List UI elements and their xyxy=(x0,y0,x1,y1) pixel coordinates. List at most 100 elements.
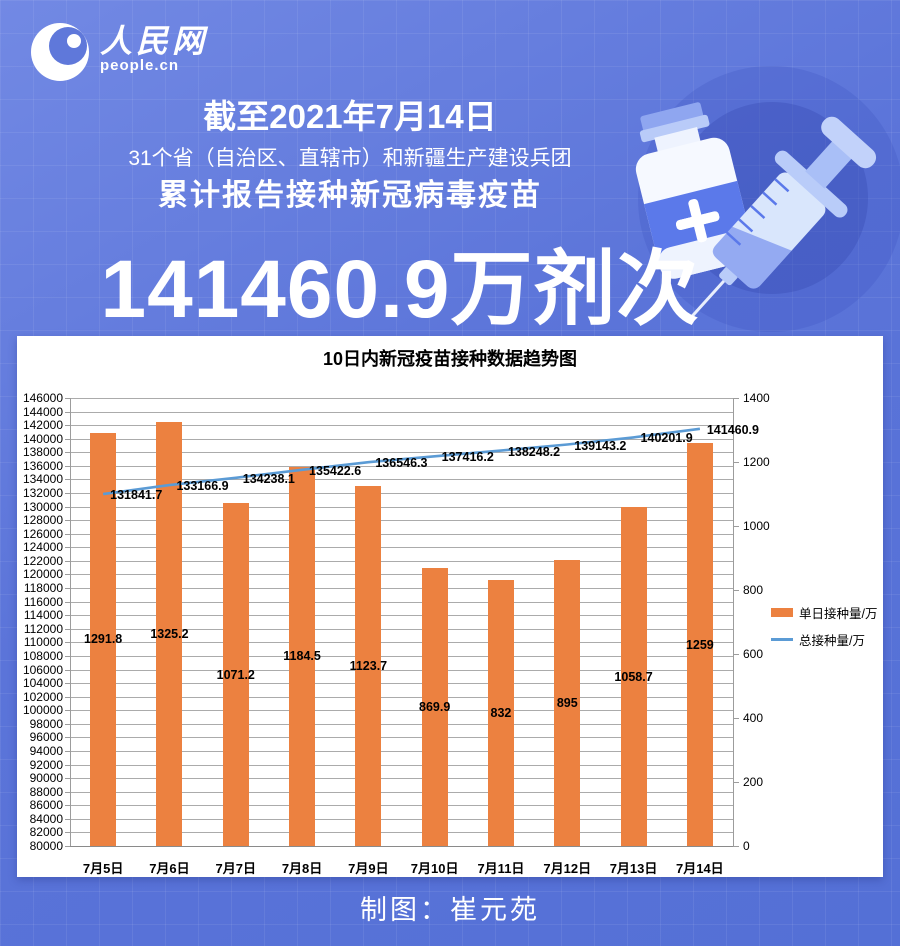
bar xyxy=(355,486,382,846)
gridline xyxy=(70,560,733,562)
left-axis-tick-label: 102000 xyxy=(22,689,63,704)
left-axis-tick xyxy=(65,452,70,454)
left-axis-tick xyxy=(65,723,70,725)
line-value-label: 140201.9 xyxy=(640,431,693,446)
line-value-label: 131841.7 xyxy=(110,488,163,503)
legend-item-line: 总接种量/万 xyxy=(771,631,877,648)
line-value-label: 136546.3 xyxy=(375,456,428,471)
bar-value-label: 1058.7 xyxy=(614,669,653,684)
gridline xyxy=(70,533,733,535)
line-value-label: 133166.9 xyxy=(176,479,229,494)
right-axis-tick xyxy=(733,654,739,655)
right-axis-tick xyxy=(733,462,739,463)
right-axis-tick xyxy=(733,846,739,847)
right-axis-tick xyxy=(733,782,739,783)
legend-line-swatch xyxy=(771,637,793,641)
legend-item-bar: 单日接种量/万 xyxy=(771,604,877,621)
bar xyxy=(222,503,249,846)
gridline xyxy=(70,398,733,399)
vaccine-vial-syringe-illustration xyxy=(635,102,877,323)
chart-panel: 10日内新冠疫苗接种数据趋势图 单日接种量/万 总接种量/万 146000 144… xyxy=(17,336,883,877)
right-axis-tick xyxy=(733,590,739,591)
bar-value-label: 895 xyxy=(556,695,578,710)
gridline xyxy=(70,438,733,440)
gridline xyxy=(70,723,733,725)
left-axis-tick xyxy=(65,479,70,481)
left-axis-tick-label: 128000 xyxy=(22,513,63,528)
left-axis-tick-label: 96000 xyxy=(29,730,63,745)
left-axis-tick xyxy=(65,533,70,535)
plot-border-right xyxy=(733,398,734,846)
left-axis-tick-label: 142000 xyxy=(22,418,63,433)
right-axis-tick-label: 1200 xyxy=(743,455,770,469)
left-axis-tick xyxy=(65,520,70,522)
right-axis-tick-label: 800 xyxy=(743,583,764,597)
bar xyxy=(156,421,183,846)
left-axis-tick-label: 88000 xyxy=(29,784,63,799)
left-axis-tick xyxy=(65,655,70,657)
gridline xyxy=(70,791,733,793)
left-axis-tick-label: 82000 xyxy=(29,825,63,840)
x-axis-label: 7月6日 xyxy=(149,861,190,876)
gridline xyxy=(70,547,733,549)
chart-legend: 单日接种量/万 总接种量/万 xyxy=(771,604,877,658)
bar-value-label: 832 xyxy=(490,705,512,720)
gridline xyxy=(70,642,733,644)
left-axis-tick-label: 98000 xyxy=(29,716,63,731)
bar xyxy=(554,559,581,846)
left-axis-tick-label: 118000 xyxy=(23,581,63,596)
left-axis-tick-label: 114000 xyxy=(23,608,63,623)
bar xyxy=(90,432,117,846)
right-axis-tick-label: 400 xyxy=(743,711,764,725)
left-axis-tick xyxy=(65,398,70,399)
gridline xyxy=(70,465,733,467)
left-axis-tick xyxy=(65,601,70,603)
left-axis-tick-label: 106000 xyxy=(22,662,63,677)
x-axis-label: 7月13日 xyxy=(609,861,658,876)
gridline xyxy=(70,506,733,508)
header-date-line: 截至2021年7月14日 xyxy=(203,98,497,135)
x-axis-label: 7月10日 xyxy=(410,861,459,876)
gridline xyxy=(70,846,733,847)
left-axis-tick-label: 132000 xyxy=(22,486,63,501)
line-value-label: 137416.2 xyxy=(441,450,494,465)
left-axis-tick xyxy=(65,778,70,780)
left-axis-tick-label: 116000 xyxy=(23,594,63,609)
left-axis-tick xyxy=(65,710,70,712)
left-axis-tick xyxy=(65,846,70,847)
gridline xyxy=(70,669,733,671)
left-axis-tick xyxy=(65,425,70,427)
left-axis-tick xyxy=(65,805,70,807)
gridline xyxy=(70,479,733,481)
left-axis-tick-label: 80000 xyxy=(29,839,63,853)
left-axis-tick-label: 104000 xyxy=(22,676,63,691)
gridline xyxy=(70,411,733,413)
left-axis-tick-label: 124000 xyxy=(22,540,63,555)
gridline xyxy=(70,832,733,834)
gridline xyxy=(70,452,733,454)
left-axis-tick-label: 140000 xyxy=(22,431,63,446)
logo-subtext: people.cn xyxy=(100,57,180,75)
left-axis-tick xyxy=(65,615,70,617)
gridline xyxy=(70,615,733,617)
line-value-label: 134238.1 xyxy=(242,471,295,486)
bar-value-label: 1259 xyxy=(685,637,714,652)
gridline xyxy=(70,574,733,576)
gridline xyxy=(70,750,733,752)
left-axis-tick-label: 136000 xyxy=(22,458,63,473)
left-axis-tick-label: 130000 xyxy=(22,499,63,514)
gridline xyxy=(70,520,733,522)
x-axis-label: 7月14日 xyxy=(675,861,724,876)
bar-value-label: 1123.7 xyxy=(349,659,388,674)
left-axis-tick-label: 144000 xyxy=(22,404,63,419)
left-axis-tick xyxy=(65,696,70,698)
line-value-label: 141460.9 xyxy=(706,422,759,437)
gridline xyxy=(70,764,733,766)
bar-value-label: 1184.5 xyxy=(283,649,321,664)
left-axis-tick-label: 126000 xyxy=(22,526,63,541)
trend-line xyxy=(102,427,701,496)
left-axis-tick-label: 122000 xyxy=(22,553,63,568)
left-axis-tick xyxy=(65,588,70,590)
gridline xyxy=(70,737,733,739)
gridline xyxy=(70,425,733,427)
